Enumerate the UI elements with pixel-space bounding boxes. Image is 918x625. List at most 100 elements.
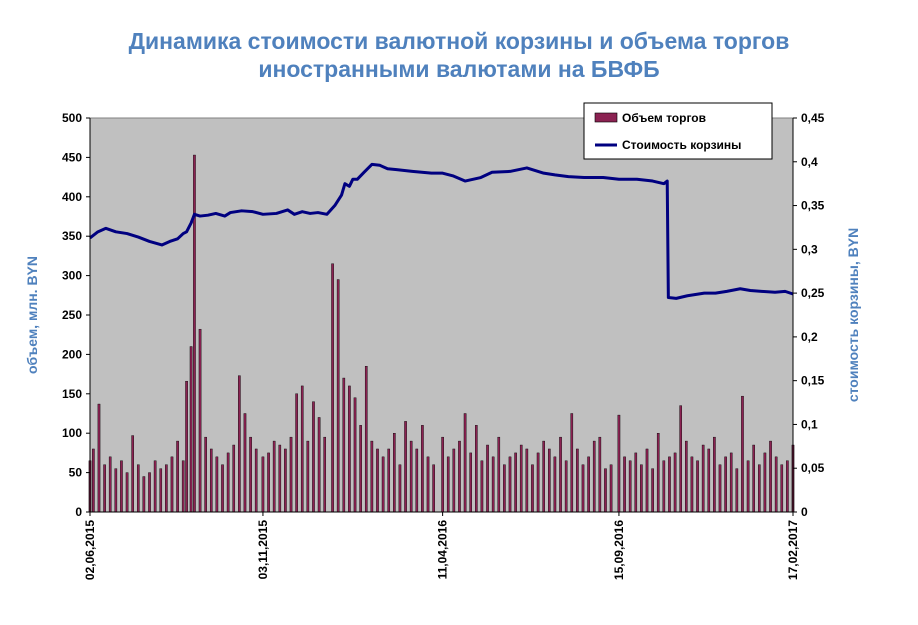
volume-bar <box>136 464 140 513</box>
volume-bar <box>232 444 236 513</box>
volume-bar <box>103 464 106 513</box>
volume-bar <box>673 452 677 513</box>
volume-bar <box>176 440 179 513</box>
y-right-tick-label: 0,25 <box>801 286 825 300</box>
volume-bar <box>685 440 688 513</box>
volume-bar <box>441 436 444 513</box>
volume-bar <box>458 440 461 513</box>
volume-bar <box>387 448 391 513</box>
volume-bar <box>114 468 118 513</box>
volume-bar <box>159 468 163 513</box>
volume-bar <box>763 452 767 513</box>
y-left-tick-label: 200 <box>62 347 82 361</box>
volume-bar <box>359 425 362 513</box>
y-right-tick-label: 0,35 <box>801 199 825 213</box>
volume-bar <box>300 385 304 513</box>
x-tick-label: 17,02,2017 <box>786 520 800 580</box>
volume-bar <box>718 464 722 513</box>
y-right-tick-label: 0,1 <box>801 417 818 431</box>
basket-cost-line <box>89 162 794 300</box>
volume-bar <box>125 472 129 513</box>
volume-bar <box>724 456 727 513</box>
volume-bar <box>769 440 772 513</box>
y-axis-right-label: стоимость корзины, BYN <box>845 228 861 402</box>
volume-bar <box>514 452 517 513</box>
volume-bar <box>370 440 374 513</box>
volume-bar <box>604 468 607 513</box>
line-layer <box>89 162 794 300</box>
volume-bar <box>267 452 270 513</box>
legend-label-volume: Объем торгов <box>622 111 706 125</box>
volume-bar <box>486 444 489 513</box>
volume-bar <box>645 448 649 513</box>
volume-bar <box>536 452 540 513</box>
volume-bar <box>284 448 287 513</box>
volume-bar <box>323 436 327 513</box>
volume-bar <box>261 456 265 513</box>
legend-box <box>583 102 773 160</box>
volume-bar <box>189 346 193 513</box>
volume-bar <box>634 452 638 513</box>
volume-bar <box>508 456 512 513</box>
volume-bar <box>553 456 557 513</box>
volume-bar <box>165 464 168 513</box>
volume-bar <box>746 460 750 513</box>
volume-bar <box>491 456 495 513</box>
volume-bar <box>628 460 632 513</box>
volume-bar <box>108 456 112 513</box>
volume-bar <box>193 154 196 513</box>
volume-bar <box>342 377 346 513</box>
volume-bar <box>243 413 247 513</box>
volume-bar <box>786 460 789 513</box>
y-right-tick-label: 0,2 <box>801 330 818 344</box>
volume-bar <box>317 417 321 513</box>
y-right-tick-label: 0,4 <box>801 155 818 169</box>
volume-bar <box>204 436 207 513</box>
y-left-tick-label: 0 <box>75 505 82 519</box>
volume-bar <box>181 460 185 513</box>
bars-layer <box>88 154 795 513</box>
volume-bar <box>381 456 385 513</box>
volume-bar <box>752 444 755 513</box>
axes-layer: 0 50 100 150 200 250 300 350 400 450 500 0 0,05 0,1 0,… <box>62 111 825 580</box>
volume-bar <box>581 464 585 513</box>
volume-bar <box>312 401 315 513</box>
y-left-tick-label: 250 <box>62 308 82 322</box>
volume-bar <box>741 395 744 513</box>
volume-bar <box>409 440 413 513</box>
volume-bar <box>531 464 534 513</box>
volume-bar <box>735 468 739 513</box>
x-tick-label: 11,04,2016 <box>436 520 450 580</box>
volume-bar <box>153 460 157 513</box>
volume-bar <box>238 375 241 513</box>
volume-bar <box>306 440 310 513</box>
chart-title-line-1: Динамика стоимости валютной корзины и об… <box>128 28 790 54</box>
volume-bar <box>497 436 501 513</box>
volume-bar <box>353 397 357 513</box>
volume-bar <box>131 435 134 513</box>
y-right-tick-label: 0,05 <box>801 461 825 475</box>
y-right-tick-label: 0,45 <box>801 111 825 125</box>
y-axis-left-label: объем, млн. BYN <box>24 256 40 374</box>
volume-bar <box>662 460 666 513</box>
volume-bar <box>480 460 484 513</box>
volume-bar <box>701 444 705 513</box>
volume-bar <box>623 456 626 513</box>
volume-bar <box>432 464 435 513</box>
volume-bar <box>564 460 568 513</box>
volume-bar <box>475 425 478 513</box>
volume-bar <box>393 433 396 513</box>
volume-bar <box>729 452 733 513</box>
volume-bar <box>226 452 230 513</box>
volume-bar <box>426 456 430 513</box>
y-right-tick-label: 0,3 <box>801 242 818 256</box>
volume-bar <box>617 414 621 513</box>
volume-bar <box>656 433 660 513</box>
volume-bar <box>640 464 643 513</box>
volume-bar <box>548 448 551 513</box>
legend-label-cost: Стоимость корзины <box>622 138 741 152</box>
volume-bar <box>398 464 402 513</box>
x-tick-label: 15,09,2016 <box>612 520 626 580</box>
y-left-tick-label: 50 <box>69 466 83 480</box>
y-left-tick-label: 500 <box>62 111 82 125</box>
